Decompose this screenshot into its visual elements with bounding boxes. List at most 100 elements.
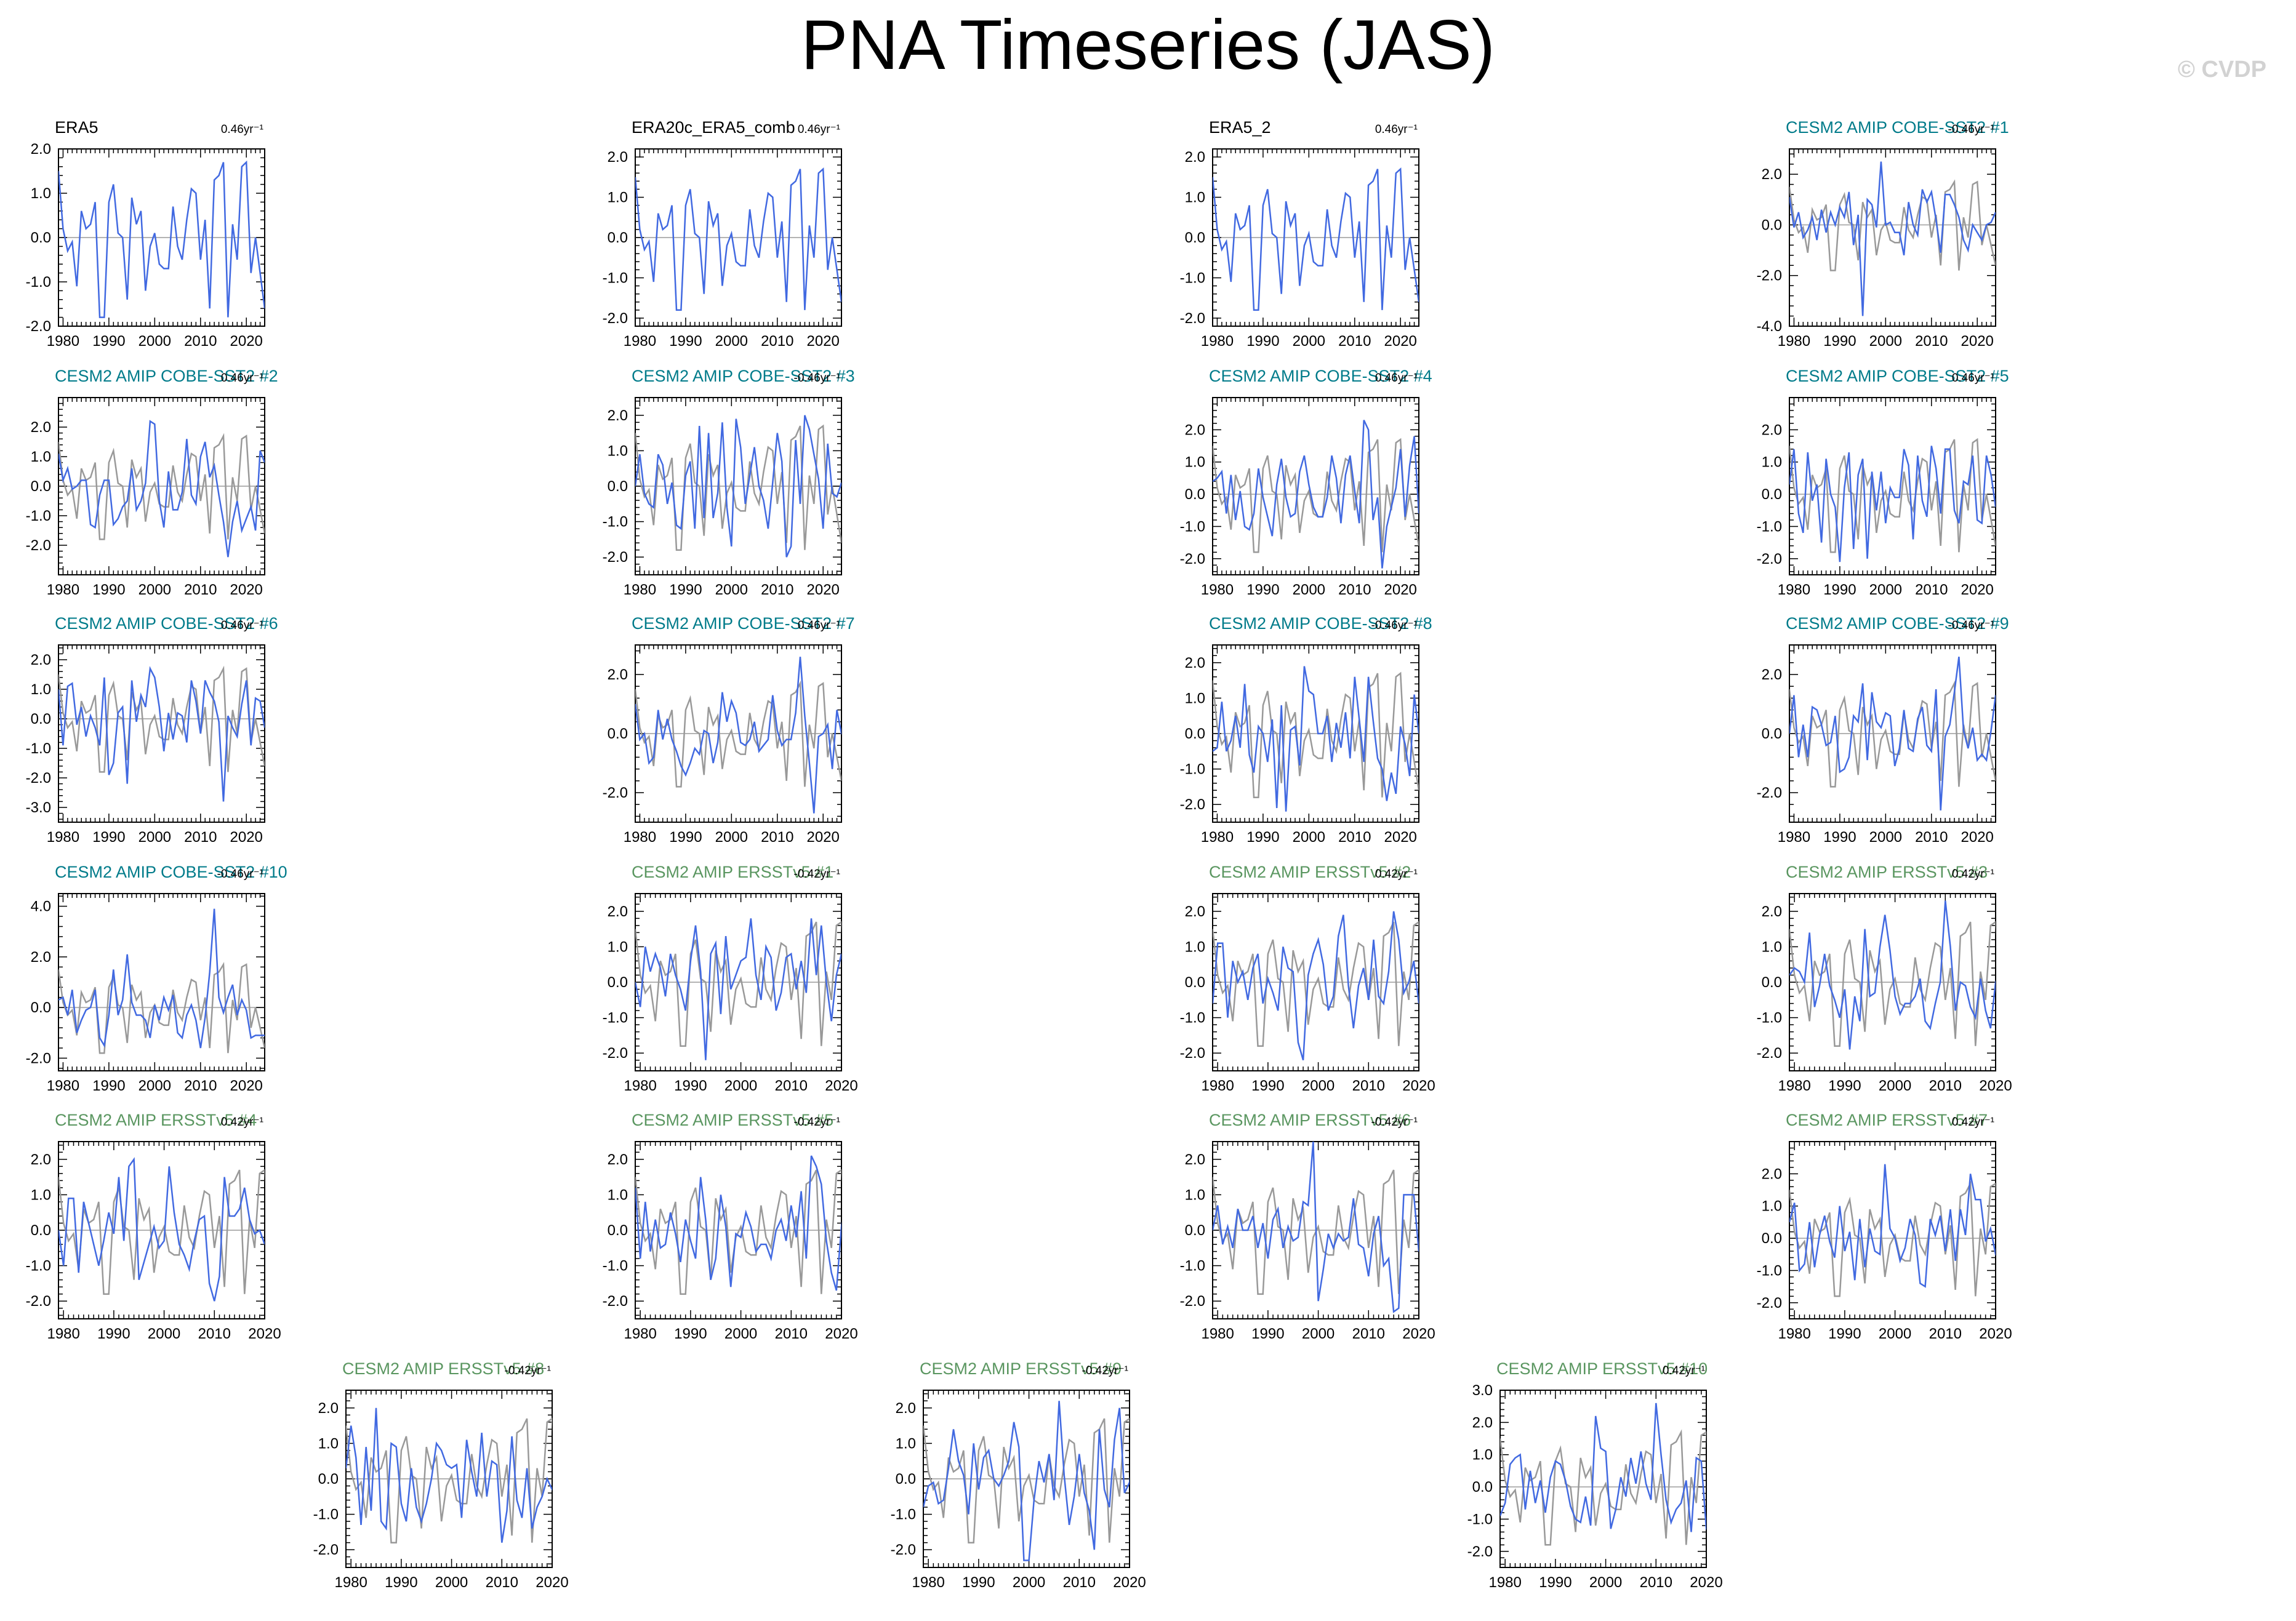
x-tick-label: 1990 [962, 1574, 995, 1591]
y-tick-label: 0.0 [896, 1471, 916, 1487]
member-series-line [923, 1401, 1130, 1561]
panel-title: CESM2 AMIP ERSSTv5 #6 [1209, 1111, 1411, 1129]
y-tick-label: -1.0 [603, 1258, 628, 1275]
y-tick-label: 2.0 [1762, 903, 1782, 920]
x-tick-label: 2010 [1915, 829, 1948, 846]
x-tick-label: 1980 [624, 829, 656, 846]
x-tick-label: 2010 [1929, 1326, 1962, 1342]
y-tick-label: -2.0 [891, 1542, 916, 1558]
x-tick-label: 2000 [1879, 1326, 1911, 1342]
x-tick-label: 2020 [230, 829, 263, 846]
y-tick-label: 0.0 [1185, 486, 1205, 503]
x-tick-label: 2020 [807, 829, 840, 846]
x-tick-label: 2020 [536, 1574, 568, 1591]
y-tick-label: -2.0 [26, 318, 51, 335]
x-tick-label: 1980 [624, 333, 656, 350]
member-series-line [58, 1157, 265, 1302]
panel-12: CESM2 AMIP COBE-SST2 #9-0.46yr⁻¹ 1980 1990… [1757, 614, 2009, 846]
trend-label: 0.46yr⁻¹ [1375, 372, 1418, 385]
y-tick-label: 1.0 [31, 681, 51, 698]
y-tick-label: 0.0 [1185, 974, 1205, 991]
trend-label: 0.46yr⁻¹ [221, 372, 263, 385]
panel-title: CESM2 AMIP ERSSTv5 #8 [342, 1359, 544, 1378]
x-tick-label: 2000 [725, 1326, 757, 1342]
y-tick-label: -2.0 [1180, 1293, 1205, 1310]
x-tick-label: 2020 [807, 582, 840, 598]
x-tick-label: 2020 [807, 333, 840, 350]
observation-series-line [1789, 438, 1996, 553]
panel-23: CESM2 AMIP ERSSTv5 #100.42yr⁻¹ 1980 1990 20… [1467, 1359, 1723, 1591]
panel-3: ERA5_2 0.46yr⁻¹ 1980 1990 2000 2010 2020 -2.0 -1… [1180, 118, 1419, 350]
x-tick-label: 1980 [624, 582, 656, 598]
y-tick-label: -2.0 [1757, 551, 1782, 567]
y-tick-label: -2.0 [26, 537, 51, 554]
x-tick-label: 1990 [674, 1078, 707, 1094]
panel-18: CESM2 AMIP ERSSTv5 #5-0.42yr⁻¹ 1980 1990 20… [603, 1111, 858, 1342]
x-tick-label: 2020 [1113, 1574, 1146, 1591]
x-tick-label: 2020 [230, 582, 263, 598]
x-tick-label: 2020 [825, 1326, 857, 1342]
panel-9: CESM2 AMIP COBE-SST2 #60.46yr⁻¹ 1980 1990 2… [26, 614, 278, 846]
x-tick-label: 2020 [1961, 582, 1994, 598]
x-tick-label: 2000 [148, 1326, 180, 1342]
member-series-line [58, 666, 265, 802]
panel-11: CESM2 AMIP COBE-SST2 #8-0.46yr⁻¹ 1980 1990… [1180, 614, 1432, 846]
y-tick-label: -2.0 [313, 1542, 339, 1558]
y-tick-label: -2.0 [1180, 796, 1205, 813]
y-tick-label: 1.0 [608, 190, 628, 206]
trend-label: 0.42yr⁻¹ [1375, 868, 1418, 881]
plot-frame [1789, 148, 1996, 327]
x-tick-label: 2010 [184, 582, 217, 598]
observation-series-line [923, 1417, 1130, 1543]
y-tick-label: 1.0 [1185, 939, 1205, 955]
x-tick-label: 2000 [725, 1078, 757, 1094]
observation-series-line [1213, 921, 1419, 1047]
x-tick-label: 1990 [1823, 582, 1856, 598]
x-tick-label: 2010 [761, 333, 793, 350]
trend-label: -0.42yr⁻¹ [1371, 1116, 1418, 1129]
member-series-line [1213, 911, 1419, 1061]
y-tick-label: 0.0 [608, 478, 628, 495]
y-tick-label: -1.0 [1757, 1262, 1782, 1279]
x-tick-label: 2010 [486, 1574, 518, 1591]
observation-series-line [1789, 921, 1996, 1047]
y-tick-label: 0.0 [1472, 1479, 1493, 1495]
x-tick-label: 1980 [1201, 582, 1234, 598]
trend-label: 0.46yr⁻¹ [1375, 123, 1418, 136]
x-tick-label: 1990 [1828, 1078, 1861, 1094]
x-tick-label: 2020 [1384, 582, 1417, 598]
x-tick-label: 2010 [198, 1326, 231, 1342]
panel-title: CESM2 AMIP COBE-SST2 #2 [55, 367, 278, 385]
x-tick-label: 2010 [1915, 333, 1948, 350]
x-tick-label: 2020 [1979, 1078, 2012, 1094]
x-tick-label: 2010 [1352, 1326, 1385, 1342]
member-series-line [58, 160, 265, 318]
y-tick-label: 1.0 [608, 442, 628, 459]
x-tick-label: 2000 [138, 1078, 171, 1094]
y-tick-label: 1.0 [1762, 454, 1782, 471]
member-series-line [1789, 657, 1996, 810]
panel-8: CESM2 AMIP COBE-SST2 #50.46yr⁻¹ 1980 1990 2… [1757, 367, 2009, 598]
y-tick-label: 0.0 [1185, 230, 1205, 246]
member-series-line [1789, 900, 1996, 1050]
y-tick-label: 0.0 [608, 726, 628, 742]
y-tick-label: -1.0 [26, 274, 51, 290]
member-series-line [635, 1155, 841, 1291]
y-tick-label: 1.0 [31, 449, 51, 465]
panel-title: CESM2 AMIP COBE-SST2 #6 [55, 614, 278, 633]
x-tick-label: 2010 [1338, 333, 1371, 350]
panel-19: CESM2 AMIP ERSSTv5 #6-0.42yr⁻¹ 1980 1990 20… [1180, 1111, 1435, 1342]
x-tick-label: 1990 [1246, 582, 1279, 598]
panel-22: CESM2 AMIP ERSSTv5 #9-0.42yr⁻¹ 1980 1990 20… [891, 1359, 1146, 1591]
y-tick-label: -4.0 [1757, 318, 1782, 335]
y-tick-label: -2.0 [603, 310, 628, 327]
y-tick-label: 2.0 [608, 903, 628, 920]
panel-title: CESM2 AMIP ERSSTv5 #9 [920, 1359, 1122, 1378]
x-tick-label: 1980 [1778, 1078, 1810, 1094]
observation-series-line [346, 1417, 552, 1543]
y-tick-label: -1.0 [26, 1258, 51, 1275]
panel-16: CESM2 AMIP ERSSTv5 #30.42yr⁻¹ 1980 1990 200… [1757, 863, 2012, 1094]
x-tick-label: 2010 [775, 1078, 808, 1094]
panel-20: CESM2 AMIP ERSSTv5 #70.42yr⁻¹ 1980 1990 200… [1757, 1111, 2012, 1342]
y-tick-label: -2.0 [1180, 551, 1205, 567]
